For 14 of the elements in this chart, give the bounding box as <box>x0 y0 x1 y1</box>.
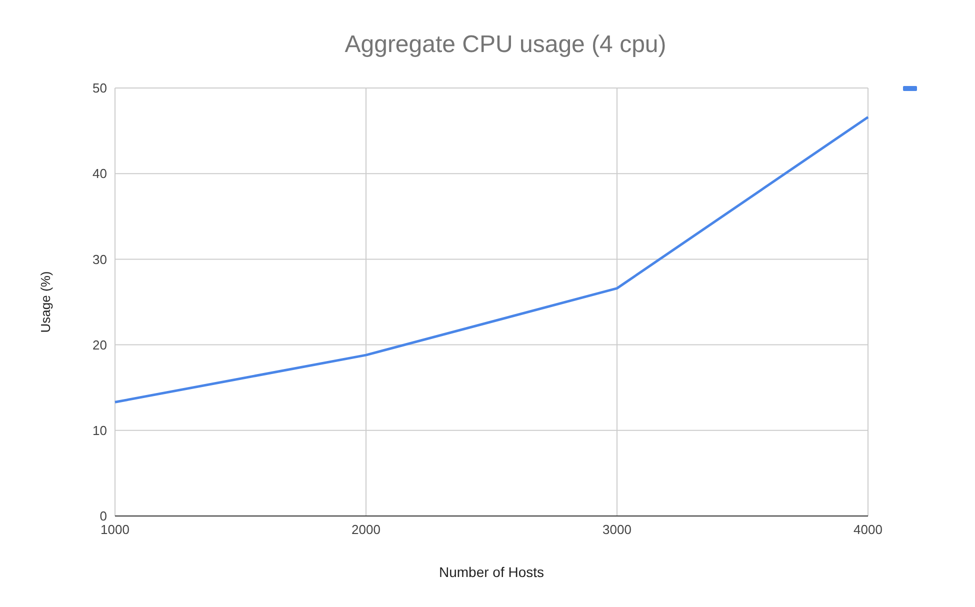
y-tick-label: 0 <box>100 508 107 524</box>
y-tick-label: 30 <box>92 252 107 267</box>
x-tick-label: 1000 <box>100 522 130 537</box>
x-tick-label: 4000 <box>854 522 882 537</box>
y-tick-label: 50 <box>92 80 107 96</box>
y-tick-label: 40 <box>92 166 107 182</box>
chart-title: Aggregate CPU usage (4 cpu) <box>344 31 666 58</box>
y-tick-label: 20 <box>92 337 107 352</box>
line-series <box>114 116 870 404</box>
x-tick-label: 3000 <box>602 522 632 537</box>
y-axis-title: Usage (%) <box>38 271 53 333</box>
y-tick-label: 10 <box>92 422 107 438</box>
x-axis-title: Number of Hosts <box>438 564 544 580</box>
x-tick-label: 2000 <box>352 522 380 537</box>
